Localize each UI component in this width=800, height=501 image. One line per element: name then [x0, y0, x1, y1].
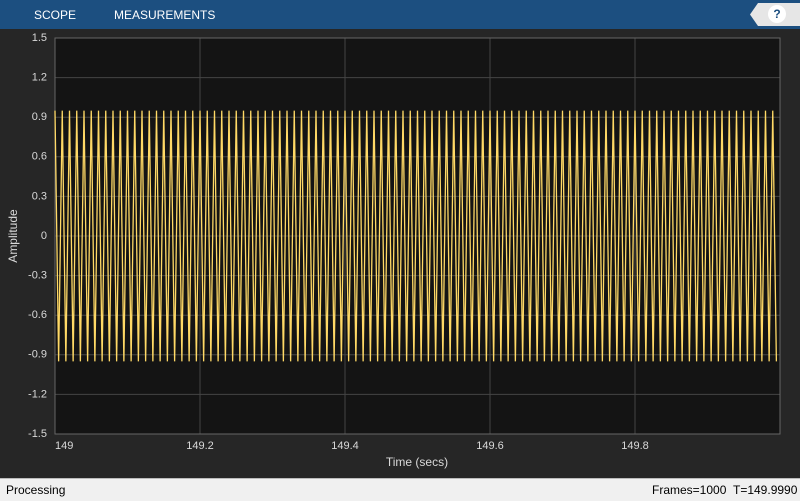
x-tick-label: 149 [55, 440, 73, 452]
x-tick-label: 149.2 [186, 440, 214, 452]
y-tick-label: 0 [41, 230, 47, 242]
x-tick-label: 149.8 [621, 440, 649, 452]
frames: Frames=1000 [652, 483, 727, 497]
plot-frame [54, 37, 781, 435]
y-tick-label: 0.9 [32, 111, 47, 123]
y-tick-label: -0.3 [28, 270, 47, 282]
y-tick-label: -0.9 [28, 349, 47, 361]
y-axis-label: Amplitude [6, 209, 20, 263]
y-tick-label: -1.2 [28, 388, 47, 400]
x-axis-label: Time (secs) [386, 455, 448, 469]
signal-line [54, 110, 778, 362]
y-tick-label: 0.6 [32, 151, 47, 163]
status-bar: Processing Frames=1000 T=149.9990 [0, 478, 800, 501]
status-state: Processing [6, 483, 66, 497]
y-tick-label: -1.5 [28, 428, 47, 440]
toolbar: SCOPE MEASUREMENTS ? [0, 0, 800, 29]
time: T=149.9990 [733, 483, 798, 497]
y-tick-label: 1.2 [32, 72, 47, 84]
x-tick-label: 149.6 [476, 440, 504, 452]
tab[interactable]: MEASUREMENTS [114, 8, 216, 22]
tab[interactable]: SCOPE [34, 8, 77, 22]
help-button[interactable]: ? [768, 5, 786, 23]
y-tick-label: 0.3 [32, 190, 47, 202]
x-tick-label: 149.4 [331, 440, 359, 452]
y-tick-label: 1.5 [32, 32, 47, 44]
y-tick-label: -0.6 [28, 309, 47, 321]
chart: Time (secs) Amplitude -1.5 -1.2 -0.9 -0.6 -0… [6, 32, 781, 469]
